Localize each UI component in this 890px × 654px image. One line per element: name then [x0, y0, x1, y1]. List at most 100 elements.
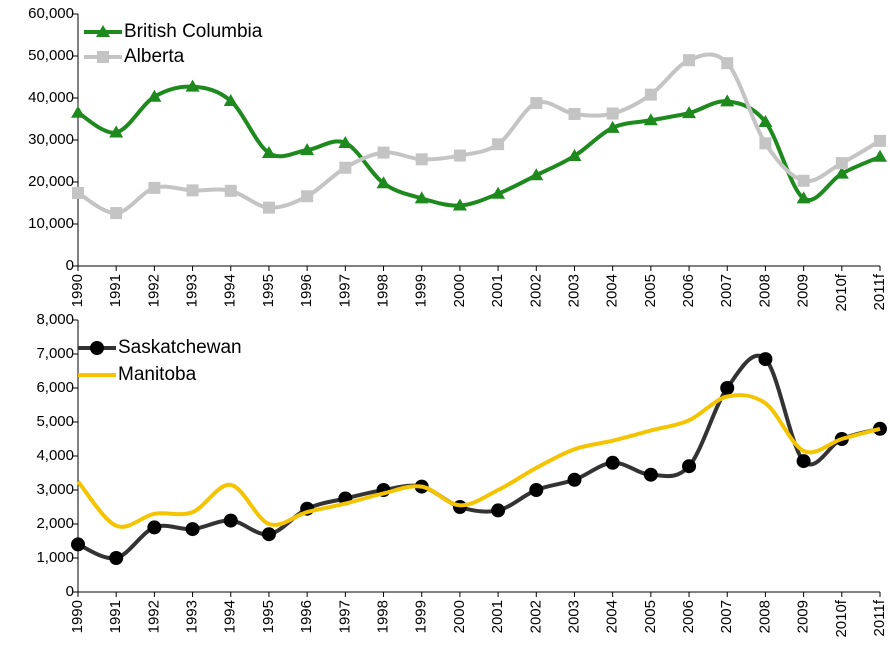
x-tick-label: 2009 — [795, 274, 812, 307]
x-tick-label: 2004 — [604, 274, 621, 307]
x-tick-label: 2002 — [527, 274, 544, 307]
marker — [605, 455, 620, 470]
marker — [261, 146, 276, 159]
marker — [148, 181, 161, 194]
marker — [759, 137, 772, 150]
marker — [109, 551, 124, 565]
marker — [147, 520, 162, 535]
y-tick-label: 20,000 — [28, 173, 74, 190]
y-tick-label: 40,000 — [28, 89, 74, 106]
marker — [300, 143, 315, 156]
x-tick-label: 1994 — [222, 274, 239, 307]
x-tick-label: 2011f — [871, 599, 888, 636]
x-tick-label: 1991 — [107, 274, 124, 307]
marker — [758, 352, 773, 367]
x-tick-label: 1993 — [184, 600, 201, 633]
x-tick-label: 2006 — [680, 600, 697, 633]
y-tick-label: 60,000 — [28, 5, 74, 22]
x-tick-label: 2010f — [833, 273, 850, 311]
marker — [90, 341, 104, 355]
y-tick-label: 30,000 — [28, 131, 74, 148]
x-tick-label: 2001 — [489, 600, 506, 633]
marker — [223, 93, 238, 106]
marker — [567, 148, 582, 161]
marker — [491, 186, 506, 199]
x-tick-label: 1993 — [184, 274, 201, 307]
x-tick-label: 2007 — [718, 600, 735, 633]
marker — [97, 51, 109, 63]
y-tick-label: 1,000 — [36, 549, 74, 566]
marker — [682, 459, 697, 474]
marker — [530, 97, 543, 110]
y-tick-label: 50,000 — [28, 47, 74, 64]
marker — [414, 191, 429, 204]
x-tick-label: 1995 — [260, 274, 277, 307]
x-tick-label: 1991 — [107, 600, 124, 633]
marker — [185, 522, 200, 537]
legend-label: British Columbia — [124, 21, 263, 42]
marker — [109, 125, 124, 138]
marker — [301, 190, 314, 203]
marker — [339, 161, 352, 174]
marker — [491, 503, 506, 518]
x-tick-label: 2006 — [680, 274, 697, 307]
x-tick-label: 2003 — [565, 600, 582, 633]
x-tick-label: 1990 — [69, 600, 86, 633]
series-line — [76, 84, 881, 208]
marker — [529, 483, 544, 497]
marker — [529, 168, 544, 181]
legend-label: Alberta — [124, 46, 185, 67]
y-tick-label: 4,000 — [36, 447, 74, 464]
y-tick-label: 0 — [66, 257, 74, 274]
x-tick-label: 1994 — [222, 600, 239, 633]
marker — [110, 207, 123, 220]
marker — [261, 527, 276, 542]
marker — [262, 201, 275, 214]
x-tick-label: 1998 — [374, 600, 391, 633]
x-tick-label: 2008 — [756, 274, 773, 307]
x-tick-label: 1999 — [413, 274, 430, 307]
x-tick-label: 2010f — [833, 599, 850, 637]
x-tick-label: 2009 — [795, 600, 812, 633]
y-tick-label: 6,000 — [36, 379, 74, 396]
legend-label: Manitoba — [118, 364, 197, 385]
y-tick-label: 2,000 — [36, 515, 74, 532]
marker — [720, 94, 735, 107]
x-tick-label: 2000 — [451, 600, 468, 633]
marker — [643, 467, 658, 482]
x-tick-label: 1992 — [145, 600, 162, 633]
x-tick-label: 2011f — [871, 273, 888, 310]
marker — [223, 513, 238, 528]
x-tick-label: 2004 — [604, 600, 621, 633]
x-tick-label: 1997 — [336, 600, 353, 633]
series-line — [76, 393, 881, 529]
x-tick-label: 1999 — [413, 600, 430, 633]
y-tick-label: 5,000 — [36, 413, 74, 430]
marker — [682, 106, 697, 119]
marker — [224, 184, 237, 197]
y-tick-label: 0 — [66, 583, 74, 600]
marker — [796, 454, 811, 469]
marker — [568, 107, 581, 120]
y-tick-label: 8,000 — [36, 311, 74, 328]
marker — [71, 105, 85, 118]
marker — [453, 149, 466, 162]
x-tick-label: 1997 — [336, 274, 353, 307]
x-tick-label: 1998 — [374, 274, 391, 307]
marker — [338, 135, 353, 148]
x-tick-label: 2007 — [718, 274, 735, 307]
marker — [643, 113, 658, 126]
marker — [492, 138, 505, 151]
x-tick-label: 2001 — [489, 274, 506, 307]
x-tick-label: 2000 — [451, 274, 468, 307]
marker — [644, 88, 657, 101]
marker — [606, 107, 619, 120]
marker — [567, 472, 582, 487]
marker — [72, 186, 84, 199]
x-tick-label: 1996 — [298, 600, 315, 633]
marker — [721, 57, 734, 70]
series-line — [76, 52, 882, 216]
x-tick-label: 1995 — [260, 600, 277, 633]
marker — [605, 120, 620, 133]
